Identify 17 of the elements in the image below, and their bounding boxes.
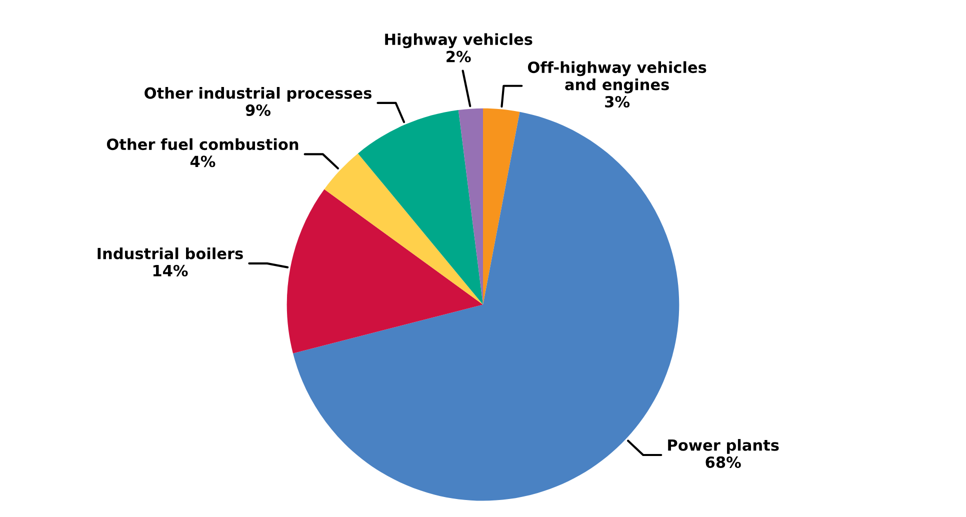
- slice-label: Power plants: [668, 439, 779, 454]
- pie-slice: [458, 108, 483, 305]
- slice-label: Other fuel combustion: [106, 138, 298, 150]
- slice-label: Off-highway vehicles and engines: [528, 61, 706, 94]
- data-label: 2%: [446, 50, 471, 62]
- data-label: 9%: [246, 104, 270, 116]
- pie-slice: [483, 108, 520, 305]
- data-label: 4%: [190, 156, 216, 168]
- pie-slice: [324, 153, 483, 305]
- data-label: 68%: [706, 456, 741, 468]
- slice-label: Highway vehicles: [385, 33, 532, 48]
- slice-label: Industrial boilers: [98, 247, 243, 260]
- slice-label: Other industrial processes: [144, 87, 372, 102]
- data-label: 14%: [153, 264, 188, 276]
- pie-slice: [358, 110, 483, 305]
- data-label: 3%: [605, 96, 630, 108]
- pie-slice: [286, 189, 483, 354]
